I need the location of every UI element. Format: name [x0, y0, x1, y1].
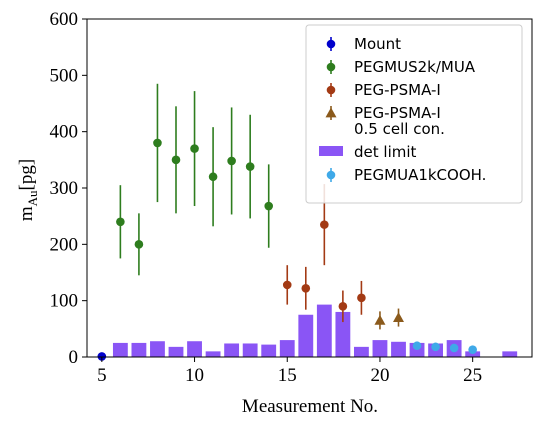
data-point-s1-8: [264, 201, 274, 211]
data-point-s1-5: [208, 172, 218, 182]
det-limit-bar-13: [354, 346, 369, 357]
data-point-s0-0: [97, 352, 107, 361]
data-point-s1-0: [116, 217, 125, 227]
legend-marker-4: [326, 170, 336, 180]
y-tick-label-6: 600: [50, 9, 79, 30]
data-point-s1-4: [190, 144, 199, 153]
legend-bar-swatch: [319, 146, 343, 156]
det-limit-bar-1: [131, 342, 147, 357]
det-limit-bar-10: [298, 314, 314, 357]
data-point-s3-0: [374, 314, 386, 325]
x-tick-label-3: 20: [370, 365, 389, 386]
det-limit-bar-15: [391, 341, 406, 357]
y-axis-title-main: m: [16, 206, 37, 221]
x-tick-label-1: 10: [185, 365, 204, 386]
data-point-s2-4: [357, 293, 366, 303]
data-point-s4-2: [449, 343, 459, 353]
legend-label-det-limit: det limit: [354, 143, 417, 161]
legend-label-0: Mount: [354, 35, 401, 53]
det-limit-bar-20: [502, 351, 518, 357]
data-point-s1-6: [227, 156, 236, 166]
data-point-s1-7: [245, 162, 255, 171]
y-tick-label-4: 400: [50, 122, 79, 143]
det-limit-bar-14: [372, 340, 388, 357]
legend-label-3-line2: 0.5 cell con.: [354, 120, 445, 138]
det-limit-bar-5: [205, 351, 221, 357]
data-point-s1-3: [171, 155, 181, 165]
plot-area: [97, 83, 518, 361]
y-axis-title: mAu[pg]: [16, 159, 40, 221]
legend-marker-1: [326, 62, 336, 72]
axis-ticks: 5 10 15 20 25 0 100 200 300 400 500 600: [50, 9, 483, 386]
legend: MountPEGMUS2k/MUAPEG-PSMA-IPEG-PSMA-I0.5…: [305, 24, 523, 204]
legend-label-4: PEGMUA1kCOOH.: [354, 166, 486, 184]
legend-marker-3: [325, 107, 337, 118]
data-point-s3-1: [393, 312, 404, 322]
legend-marker-0: [326, 39, 336, 49]
y-axis-title-subscript: Au: [25, 190, 40, 206]
det-limit-bar-0: [112, 342, 128, 357]
det-limit-bar-7: [242, 343, 258, 357]
data-point-s1-1: [134, 240, 144, 249]
x-tick-label-4: 25: [463, 365, 482, 386]
y-axis-title-unit: [pg]: [16, 159, 37, 191]
data-point-s2-1: [301, 283, 311, 293]
det-limit-bar-4: [187, 341, 202, 357]
legend-label-1: PEGMUS2k/MUA: [354, 58, 476, 76]
data-point-s4-1: [431, 342, 440, 352]
legend-label-3: PEG-PSMA-I: [354, 104, 441, 122]
det-limit-bar-11: [316, 304, 332, 357]
data-point-s2-3: [338, 302, 348, 311]
det-limit-bar-12: [335, 311, 351, 357]
data-point-s1-2: [153, 138, 162, 148]
legend-box: [305, 24, 523, 204]
det-limit-bar-6: [224, 343, 240, 357]
det-limit-bar-9: [279, 340, 295, 357]
x-axis-title: Measurement No.: [242, 396, 378, 417]
data-point-s4-0: [412, 341, 422, 351]
data-point-s2-2: [320, 220, 329, 229]
det-limit-bar-3: [168, 346, 184, 357]
data-point-s4-3: [468, 345, 477, 354]
x-tick-label-2: 15: [278, 365, 297, 386]
y-tick-label-3: 300: [50, 178, 79, 199]
legend-label-2: PEG-PSMA-I: [354, 81, 441, 99]
det-limit-bar-2: [150, 341, 165, 357]
x-tick-label-0: 5: [97, 365, 107, 386]
y-tick-label-1: 100: [50, 291, 79, 312]
data-point-s2-0: [282, 280, 292, 290]
y-tick-label-2: 200: [50, 234, 79, 255]
det-limit-bar-19: [465, 351, 481, 357]
legend-marker-2: [326, 85, 336, 95]
y-tick-label-0: 0: [69, 347, 79, 368]
det-limit-bar-8: [261, 344, 277, 357]
y-tick-label-5: 500: [50, 65, 79, 86]
